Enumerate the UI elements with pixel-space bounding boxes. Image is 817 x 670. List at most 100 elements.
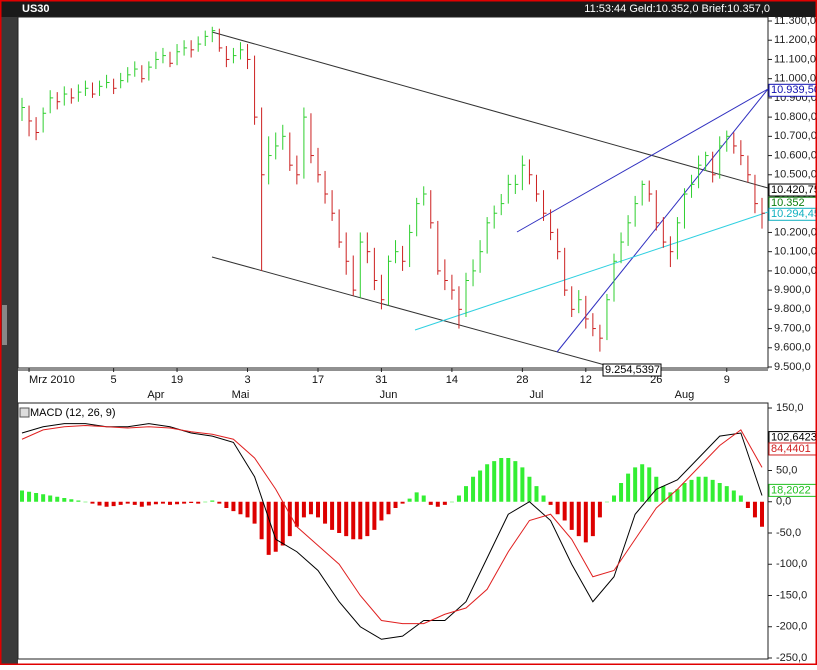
histogram-bar [90,501,95,504]
histogram-bar [555,501,560,515]
y-tick-label: 9.600,0 [774,342,811,354]
price-bar [416,197,420,237]
price-bar [761,197,765,229]
price-bar [423,186,427,206]
histogram-bar [210,500,215,502]
histogram-bar [442,501,447,505]
y-tick-label: 9.800,0 [774,303,811,315]
histogram-bar [513,461,518,502]
y-tick-label: 150,0 [776,402,804,414]
y-tick-label: -200,0 [776,621,807,633]
y-tick-label: 11.000,0 [774,73,816,85]
price-bar [564,247,568,296]
histogram-bar [48,495,53,502]
month-label: Jun [380,389,398,401]
price-bar [296,155,300,185]
histogram-bar [111,501,116,507]
histogram-bar [731,490,736,502]
histogram-bar [527,476,532,502]
price-bar [91,82,96,98]
price-bar [317,147,321,183]
histogram-bar [471,476,476,502]
price-bar [648,180,653,202]
price-label: 10.352 [771,197,805,209]
histogram-bar [217,501,222,504]
price-bar [247,44,251,70]
price-bar [592,313,596,337]
histogram-bar [590,501,595,537]
price-label: 10.294,45 [771,208,817,220]
x-tick-label: 3 [244,374,250,386]
price-bar [535,174,540,202]
y-tick-label: 10.700,0 [774,130,817,142]
histogram-bar [69,499,74,502]
price-bar [254,55,258,125]
price-bar [63,86,68,106]
price-bar [571,286,575,318]
price-bar [493,205,498,229]
price-bar [211,26,216,43]
projection-label-box [602,363,662,377]
price-bar [430,190,434,229]
x-tick-label: 26 [650,374,662,386]
price-bar [662,217,667,248]
histogram-bar [224,501,229,508]
price-bar [84,80,89,96]
price-bar [641,180,646,206]
y-tick-label: 10.800,0 [774,111,817,123]
histogram-bar [351,501,356,540]
histogram-bar [717,483,722,502]
splitter-handle[interactable] [2,305,7,345]
price-bar [550,209,554,241]
histogram-bar [273,501,278,552]
price-bar [683,188,688,229]
y-tick-label: 10.600,0 [774,149,817,161]
x-tick-label: 17 [312,374,324,386]
y-tick-label: 11.200,0 [774,34,816,46]
channel-upper [211,31,769,189]
price-bar [120,72,124,89]
histogram-bar [414,492,419,502]
price-bar [352,255,357,296]
price-bar [698,155,702,189]
y-tick-label: 10.000,0 [774,265,817,277]
histogram-bar [435,501,440,507]
histogram-bar [153,501,158,505]
histogram-bar [372,501,377,530]
price-bar [127,67,131,83]
close-indicator[interactable] [19,407,30,418]
month-label: Aug [675,389,695,401]
price-bar [134,61,138,77]
price-bar [148,61,152,81]
histogram-bar [548,501,553,505]
histogram-bar [20,490,24,502]
histogram-bar [541,495,546,502]
y-tick-label: 9.900,0 [774,284,811,296]
price-label-box [768,207,817,221]
histogram-bar [485,464,490,502]
histogram-bar [76,500,81,502]
price-bar [500,194,505,216]
histogram-bar [358,501,363,540]
histogram-bar [752,501,757,518]
price-bar [331,190,336,221]
price-bar [162,47,166,64]
histogram-bar [231,501,236,512]
price-bar [49,90,54,114]
price-bar [451,274,455,300]
histogram-bar [365,501,370,537]
price-bar [395,240,399,264]
price-bar [359,232,364,298]
histogram-bar [612,495,616,502]
x-tick-label: 14 [446,374,458,386]
macd-frame [17,402,769,660]
price-bar [402,245,406,271]
histogram-bar [576,501,581,537]
histogram-bar [456,495,461,502]
y-tick-label: -150,0 [776,589,807,601]
price-bar [338,209,343,248]
price-bar [289,132,293,171]
histogram-bar [583,501,588,543]
